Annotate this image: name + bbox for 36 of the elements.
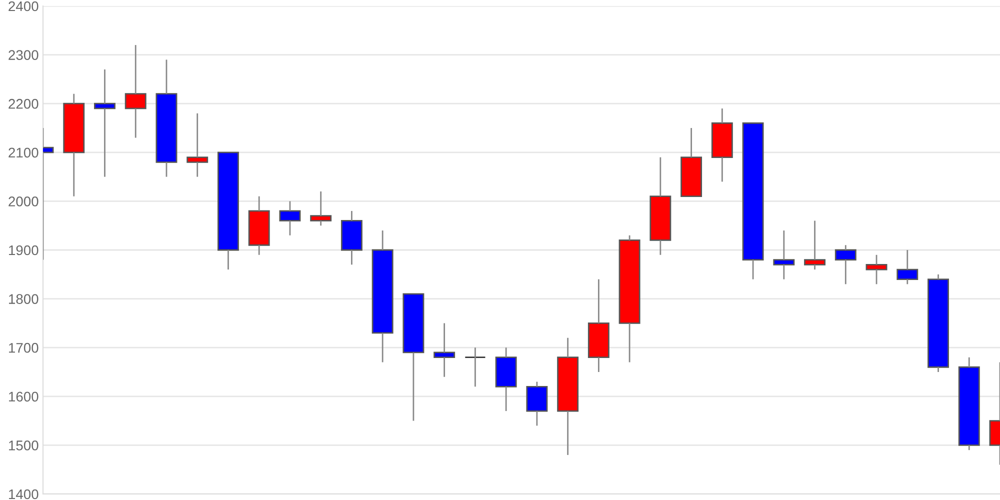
candlestick (526, 381, 548, 426)
candlestick (866, 254, 888, 285)
y-tick-label: 1400 (9, 489, 38, 500)
candlestick (464, 346, 486, 388)
y-tick-label: 1600 (9, 392, 38, 402)
candlestick (248, 196, 270, 256)
y-tick-label: 1700 (9, 342, 38, 353)
candlestick (372, 230, 394, 363)
candlestick (711, 108, 733, 182)
candlestick (804, 220, 826, 270)
candlestick (310, 190, 332, 226)
candlestick (340, 210, 362, 266)
candlestick (63, 93, 85, 198)
candlestick (588, 278, 610, 373)
candlestick (495, 346, 517, 412)
candlestick (557, 337, 579, 456)
candlestick (834, 244, 856, 285)
y-tick-label: 2000 (8, 196, 38, 206)
y-tick-label: 2400 (8, 1, 38, 12)
candlestick (279, 200, 301, 236)
candlestick (186, 112, 208, 178)
candlestick (156, 58, 178, 178)
y-tick-label: 2300 (8, 50, 38, 60)
candlestick (928, 274, 949, 373)
candlestick (958, 356, 980, 451)
y-tick-label: 2200 (8, 98, 38, 109)
candlestick (896, 249, 918, 285)
candlestick (124, 44, 146, 138)
candlestick (773, 230, 795, 280)
y-tick-label: 2100 (8, 148, 38, 158)
candlestick (434, 322, 456, 378)
y-tick-label: 1800 (9, 294, 38, 304)
y-tick-label: 1900 (9, 245, 38, 256)
candlestick (94, 68, 116, 178)
candlestick (650, 156, 672, 256)
y-tick-label: 1500 (9, 440, 38, 450)
